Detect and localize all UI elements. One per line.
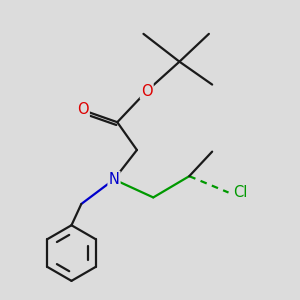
- Text: O: O: [77, 102, 89, 117]
- Text: N: N: [109, 172, 119, 187]
- Text: Cl: Cl: [233, 185, 247, 200]
- Text: O: O: [141, 84, 152, 99]
